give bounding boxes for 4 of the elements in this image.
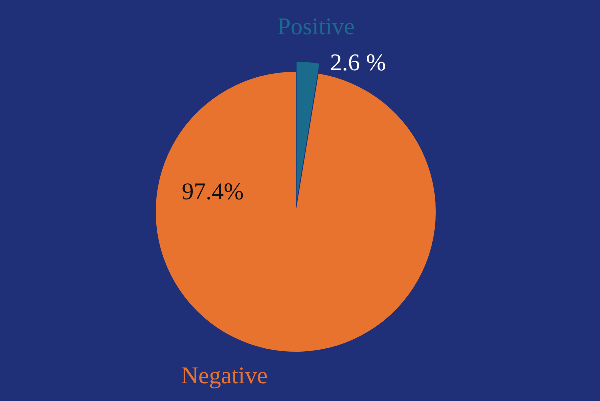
slice-label: Positive <box>278 14 355 40</box>
data-label: 2.6 % <box>330 50 386 76</box>
slice-label: Negative <box>181 364 268 390</box>
data-label: 97.4% <box>182 179 244 206</box>
